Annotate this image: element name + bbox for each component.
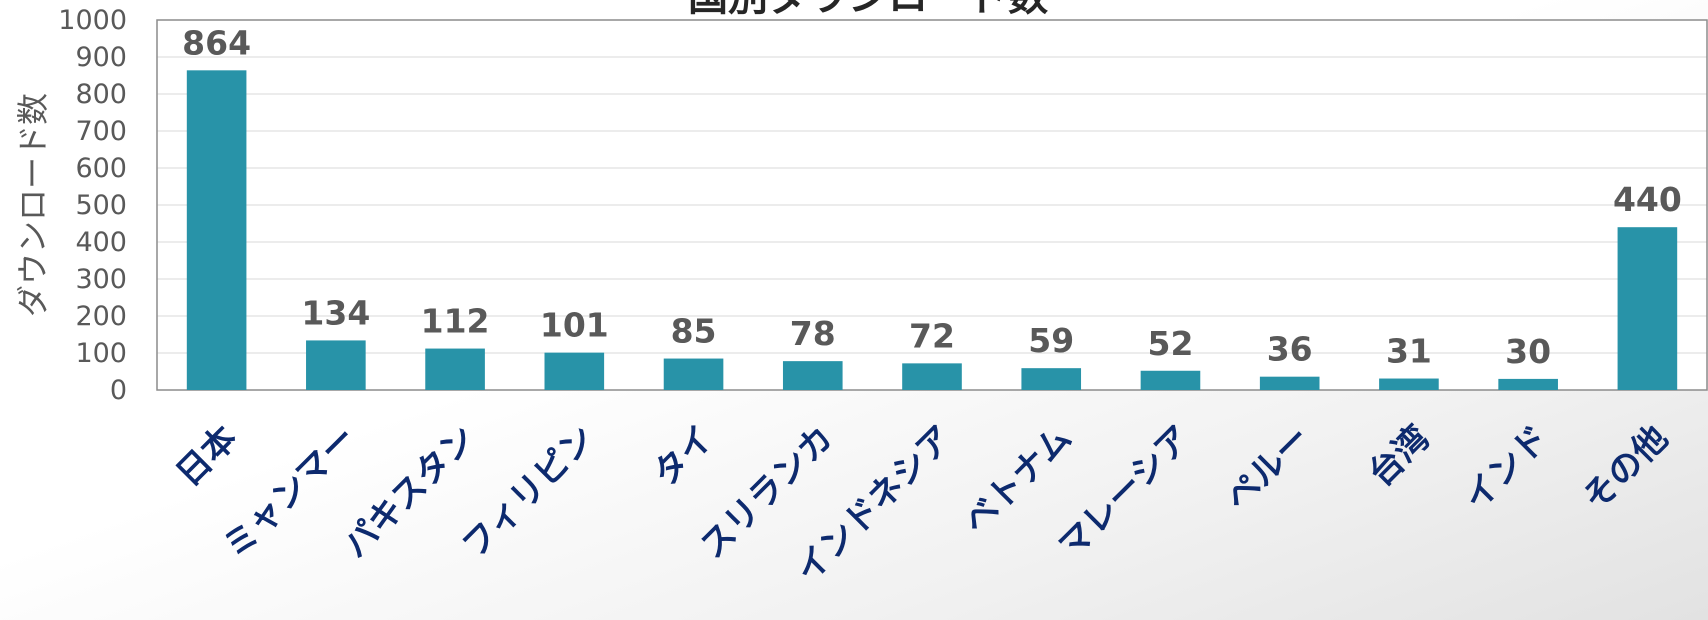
- bar: [425, 349, 485, 390]
- data-label: 31: [1386, 332, 1432, 371]
- bar: [1141, 371, 1201, 390]
- data-label: 52: [1147, 324, 1193, 363]
- data-label: 72: [909, 316, 955, 355]
- data-label: 30: [1505, 332, 1551, 371]
- bar: [1618, 227, 1678, 390]
- bar: [1021, 368, 1081, 390]
- bar: [664, 359, 724, 390]
- y-tick-label: 0: [110, 375, 127, 406]
- y-tick-label: 300: [75, 264, 127, 295]
- x-tick-label: その他: [1575, 418, 1675, 518]
- chart-title: 国別ダウンロード数: [688, 0, 1048, 20]
- bar: [545, 353, 605, 390]
- y-tick-label: 700: [75, 116, 127, 147]
- data-label: 78: [790, 314, 836, 353]
- y-axis-label: ダウンロード数: [14, 93, 52, 317]
- y-tick-label: 200: [75, 301, 127, 332]
- bar: [1260, 377, 1320, 390]
- x-tick-label: ペルー: [1218, 418, 1318, 518]
- y-tick-label: 900: [75, 42, 127, 73]
- y-tick-label: 1000: [58, 5, 127, 36]
- y-tick-label: 400: [75, 227, 127, 258]
- data-label: 85: [671, 312, 717, 351]
- data-label: 864: [182, 23, 251, 62]
- data-label: 112: [421, 302, 490, 341]
- bar: [902, 363, 962, 390]
- bar: [306, 340, 366, 390]
- bar: [1379, 379, 1439, 390]
- y-axis-ticks: 0 100 200 300 400 500 600 700 800 900 1000: [58, 5, 127, 406]
- x-axis-ticks: 日本ミャンマーパキスタンフィリピン タイスリランカインドネシアベトナムマレーシアペ…: [169, 418, 1676, 591]
- bar: [1498, 379, 1558, 390]
- x-tick-label: タイ: [646, 418, 722, 494]
- x-tick-label: 台湾: [1361, 418, 1437, 494]
- x-tick-label: 日本: [169, 418, 245, 494]
- y-tick-label: 500: [75, 190, 127, 221]
- data-label: 134: [301, 293, 370, 332]
- data-label: 440: [1613, 180, 1682, 219]
- x-tick-label: インド: [1456, 418, 1556, 518]
- bar: [783, 361, 843, 390]
- bar: [187, 70, 247, 390]
- x-tick-label: ベトナム: [956, 418, 1080, 542]
- y-tick-label: 100: [75, 338, 127, 369]
- data-label: 59: [1028, 321, 1074, 360]
- data-label: 101: [540, 306, 609, 345]
- data-label: 36: [1267, 330, 1313, 369]
- y-tick-label: 600: [75, 153, 127, 184]
- y-tick-label: 800: [75, 79, 127, 110]
